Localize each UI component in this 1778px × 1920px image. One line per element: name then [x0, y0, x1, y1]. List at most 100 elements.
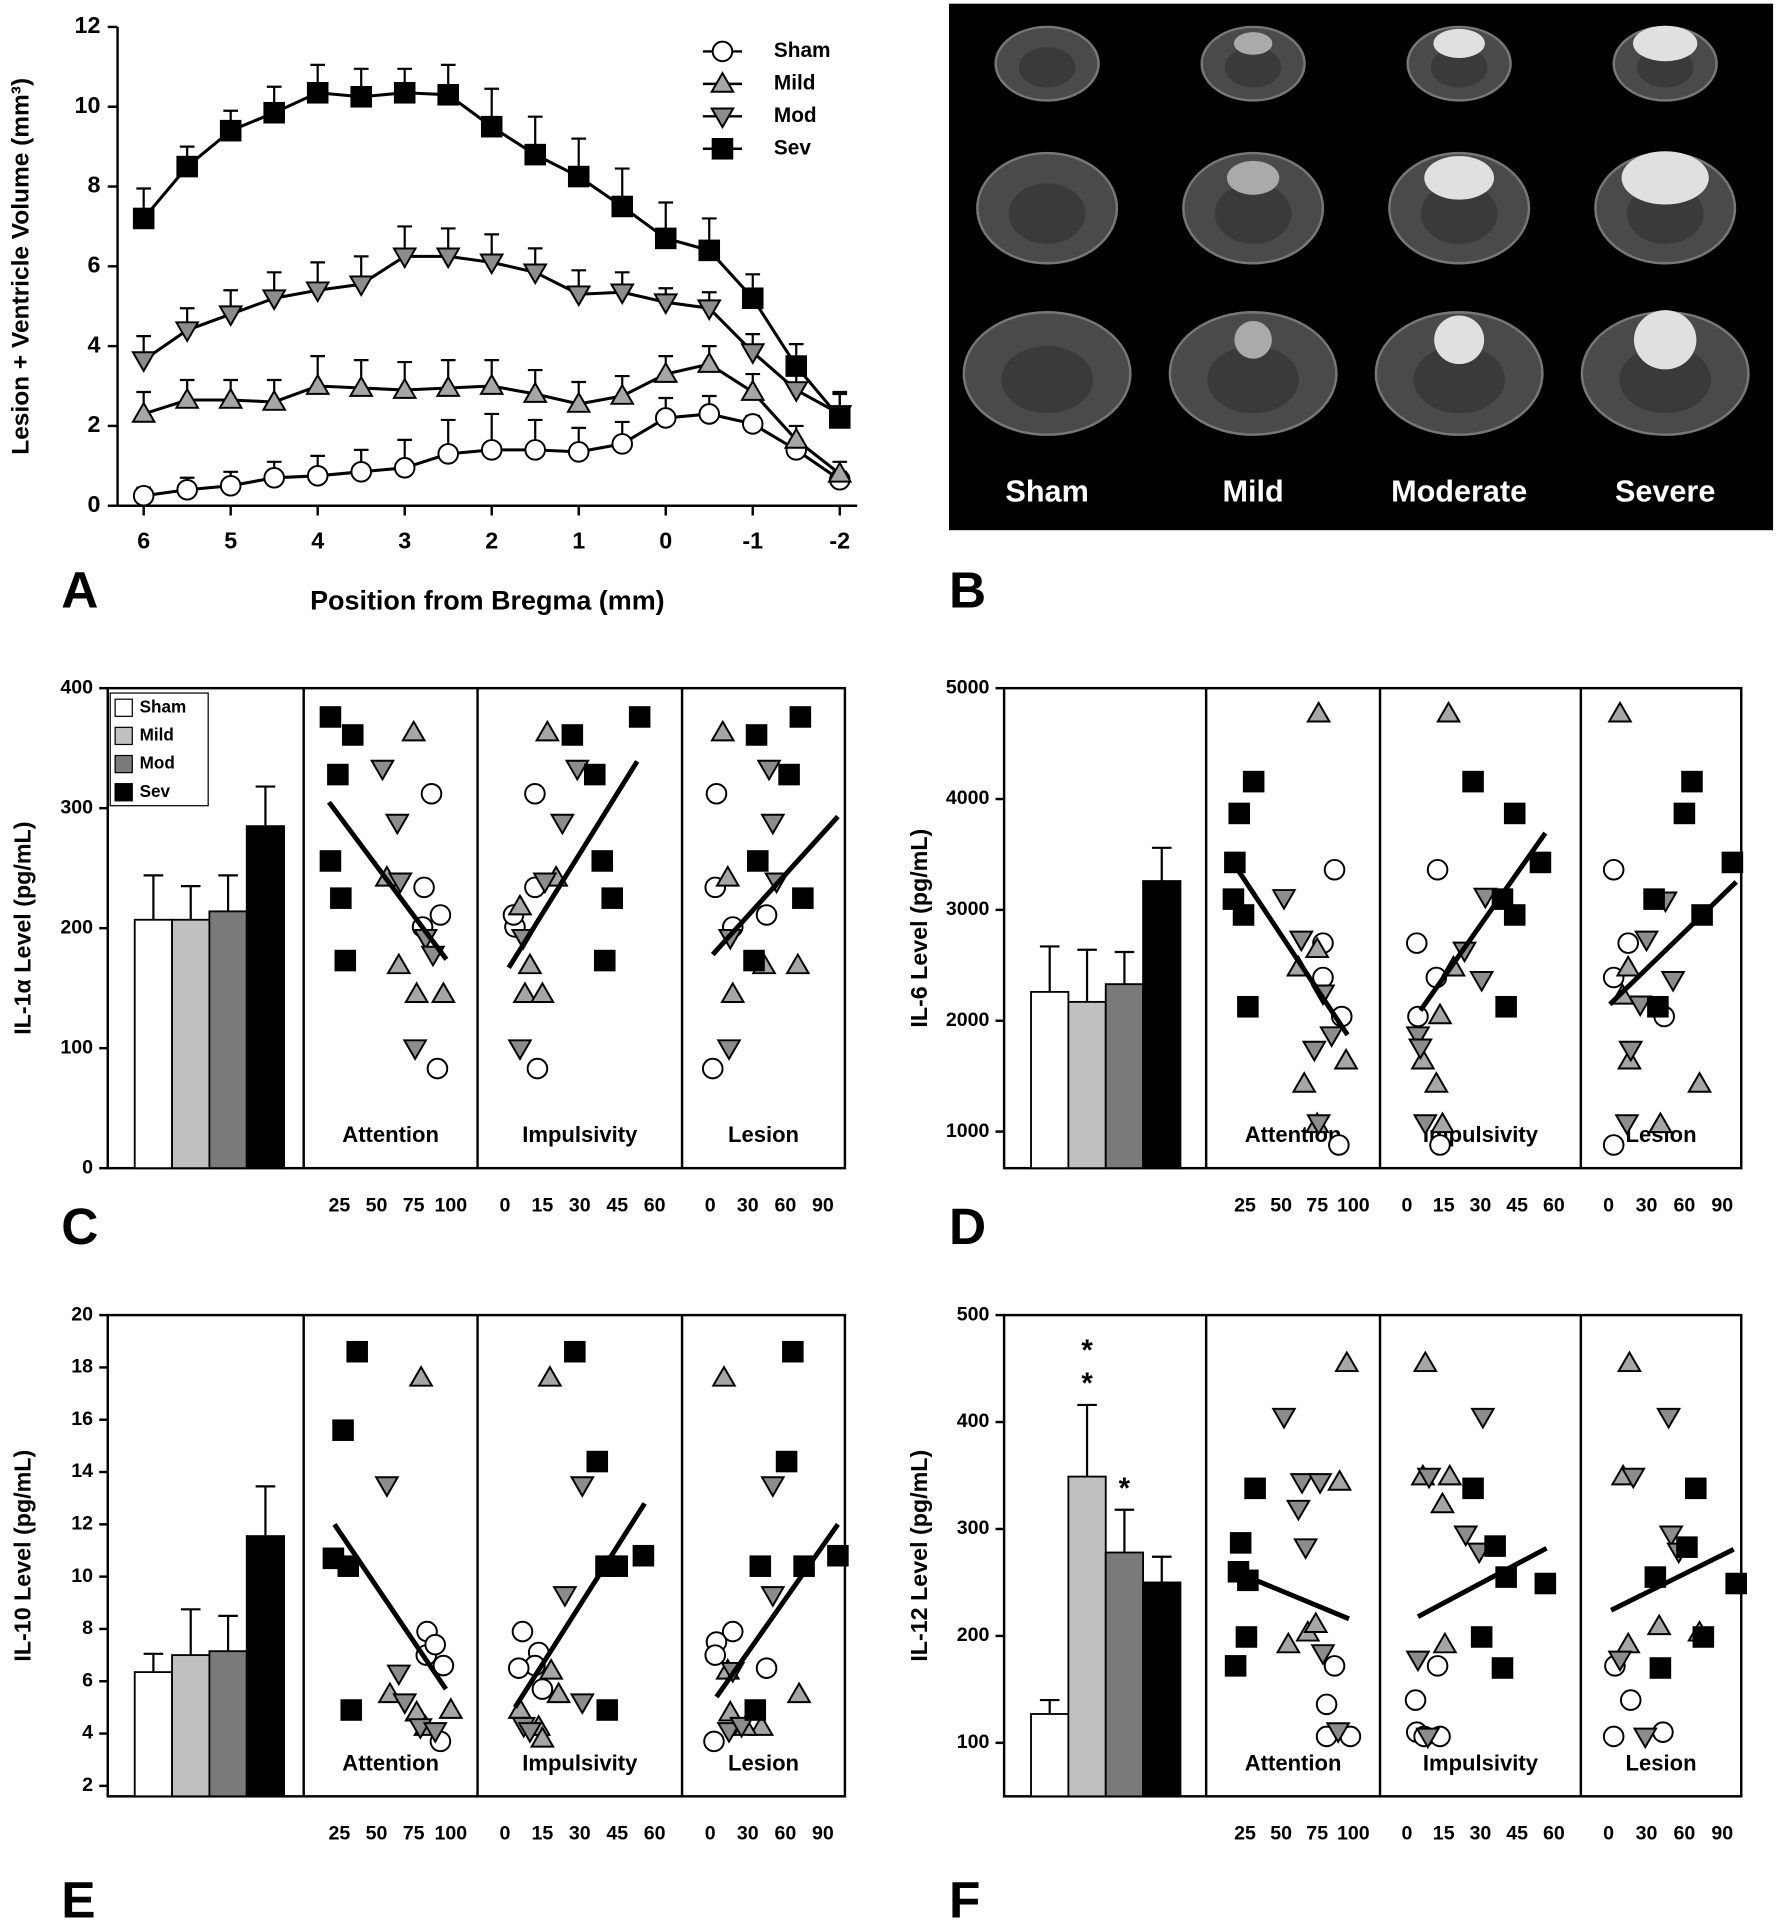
x-tick-label: 60	[774, 1822, 796, 1844]
marker	[1484, 1535, 1506, 1557]
x-tick-label: 75	[1306, 1194, 1328, 1216]
marker	[1453, 1525, 1479, 1548]
bar	[1030, 1713, 1070, 1798]
marker	[1325, 1722, 1351, 1744]
y-tick-label: 400	[957, 1410, 990, 1432]
marker	[1307, 1473, 1333, 1495]
x-tick-label: 15	[532, 1194, 554, 1216]
marker	[760, 1476, 786, 1498]
marker	[1323, 1655, 1346, 1677]
marker	[538, 1658, 564, 1680]
marker	[1407, 1005, 1429, 1028]
subplot-label: Attention	[342, 1750, 439, 1775]
marker	[1303, 1611, 1329, 1633]
brain-core	[1214, 183, 1292, 244]
marker	[537, 1365, 563, 1387]
marker	[1469, 971, 1495, 993]
regression-line	[512, 1502, 647, 1709]
marker	[611, 433, 634, 455]
marker	[1429, 1111, 1455, 1134]
y-tick-label: 4000	[946, 787, 990, 809]
marker	[1275, 1631, 1301, 1654]
marker	[1602, 1725, 1625, 1748]
marker	[408, 1365, 434, 1387]
regression-line	[506, 760, 640, 970]
regression-line	[1418, 831, 1548, 1012]
brain-core	[1001, 345, 1093, 414]
legend-swatch	[114, 726, 133, 746]
bar	[1104, 1551, 1144, 1798]
panel-letter: A	[61, 560, 98, 618]
x-tick-label: 45	[606, 1194, 628, 1216]
error-bar	[180, 885, 201, 920]
y-tick-label: 16	[71, 1408, 93, 1430]
legend-label: Sham	[140, 696, 187, 716]
y-tick-label: 14	[71, 1460, 93, 1482]
marker	[512, 981, 538, 1003]
marker	[386, 1664, 412, 1687]
regression-line	[1610, 1547, 1735, 1613]
marker	[263, 101, 285, 124]
significance-label: *	[1108, 1472, 1141, 1505]
x-tick-label: 90	[812, 1822, 834, 1844]
panel-letter: D	[949, 1197, 986, 1255]
x-tick-label: 100	[434, 1822, 467, 1844]
marker	[1620, 1467, 1646, 1490]
marker	[704, 1644, 727, 1666]
bar	[245, 825, 286, 1170]
panel-frame	[1002, 1313, 1743, 1798]
marker	[1271, 889, 1297, 911]
marker	[783, 381, 809, 403]
brain-core	[1207, 345, 1299, 414]
marker	[1429, 1491, 1455, 1514]
marker	[741, 413, 764, 435]
marker	[628, 706, 651, 728]
marker	[437, 83, 459, 106]
regression-line	[710, 814, 840, 957]
marker	[132, 207, 155, 230]
marker	[435, 247, 461, 270]
marker	[1224, 851, 1246, 874]
marker	[1647, 995, 1669, 1018]
bar	[208, 1650, 248, 1798]
regression-line	[326, 800, 449, 961]
x-tick-label: 60	[1674, 1822, 1696, 1844]
marker	[632, 1544, 655, 1567]
marker	[1323, 858, 1346, 881]
marker	[305, 281, 331, 303]
marker	[413, 876, 435, 899]
x-tick-label: -1	[742, 528, 763, 554]
y-tick-label: 4	[82, 1722, 93, 1744]
marker	[1658, 1525, 1684, 1548]
x-tick-label: 50	[366, 1194, 388, 1216]
marker	[1470, 1626, 1493, 1648]
marker	[479, 253, 505, 276]
marker	[524, 143, 546, 166]
lesion	[1633, 25, 1698, 62]
marker	[1619, 1689, 1642, 1711]
x-tick-label: 45	[1506, 1822, 1528, 1844]
error-bar	[1077, 948, 1097, 1002]
x-tick-label: 100	[1337, 1194, 1370, 1216]
marker	[721, 1620, 744, 1643]
marker	[1426, 858, 1449, 881]
marker	[1405, 1650, 1431, 1673]
error-bar	[218, 1614, 238, 1652]
marker	[749, 1714, 775, 1736]
brain-core	[1413, 345, 1505, 414]
marker	[1656, 1407, 1682, 1430]
marker	[532, 872, 558, 895]
marker	[330, 887, 352, 909]
marker	[747, 850, 769, 872]
marker	[480, 439, 503, 461]
marker	[744, 1699, 767, 1721]
panel-letter: C	[61, 1197, 98, 1255]
marker	[526, 1057, 549, 1080]
y-tick-label: 8	[82, 1617, 93, 1639]
x-tick-label: 4	[311, 528, 324, 554]
marker	[720, 981, 746, 1003]
marker	[430, 981, 456, 1003]
x-tick-label: 0	[705, 1822, 716, 1844]
y-tick-label: 3000	[946, 898, 990, 920]
marker	[435, 375, 461, 397]
